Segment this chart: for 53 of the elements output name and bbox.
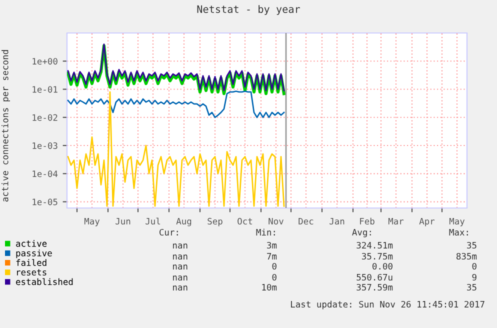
legend-label: failed [16, 259, 46, 266]
x-tick-label: Nov [268, 218, 284, 225]
text: Last update: Sun Nov 26 11:45:01 2017 [291, 300, 484, 310]
y-axis-title: active connections per second [2, 50, 10, 202]
y-tick-label: 1e-01 [32, 86, 58, 93]
legend-label: resets [17, 269, 46, 276]
y-tick-label: 1e+00 [32, 58, 58, 65]
text: Min: [256, 228, 275, 236]
text: 357.59m [356, 284, 393, 291]
line-series [67, 90, 285, 118]
x-tick-label: Jul [146, 218, 160, 225]
text: Cur: [160, 228, 178, 236]
text: 7m [267, 253, 277, 260]
x-tick-label: Mar [388, 218, 404, 225]
text: 3m [267, 242, 277, 249]
text: 550.67u [356, 274, 392, 281]
text: 9 [472, 274, 476, 281]
text: 0 [272, 274, 276, 281]
x-tick-label: May [449, 218, 465, 226]
y-tick-label: 1e-02 [32, 114, 58, 121]
x-tick-label: Oct [238, 218, 252, 225]
legend-label: passive [16, 250, 52, 258]
x-tick-label: Sep [208, 218, 222, 226]
text: 0 [272, 262, 276, 270]
text: 35 [467, 242, 476, 249]
x-tick-label: Jun [116, 218, 130, 225]
text: 324.51m [356, 242, 393, 249]
legend-label: active [16, 240, 47, 247]
text: 10m [262, 284, 277, 291]
x-tick-label: Aug [176, 218, 192, 226]
text: nan [173, 286, 188, 291]
text: 0.00 [372, 262, 392, 270]
legend-label: established [16, 278, 73, 286]
y-tick-label: 1e-05 [32, 198, 58, 206]
text: 35 [467, 284, 476, 291]
text: nan [173, 244, 188, 249]
text: nan [173, 276, 188, 281]
x-tick-label: May [84, 218, 100, 226]
text: nan [173, 254, 188, 260]
text: nan [173, 264, 188, 270]
line-series [67, 91, 285, 207]
text: 0 [472, 262, 476, 270]
text: 835m [456, 252, 477, 260]
x-tick-label: Feb [360, 218, 374, 225]
text: 35.75m [362, 252, 393, 260]
chart-title: Netstat - by year [197, 5, 300, 15]
x-tick-label: Apr [419, 218, 435, 226]
y-tick-label: 1e-04 [32, 170, 58, 178]
x-tick-label: Jan [330, 218, 344, 225]
text: Max: [449, 229, 468, 236]
y-tick-label: 1e-03 [32, 142, 58, 149]
x-tick-label: Dec [298, 218, 314, 225]
text: Avg: [352, 229, 371, 238]
